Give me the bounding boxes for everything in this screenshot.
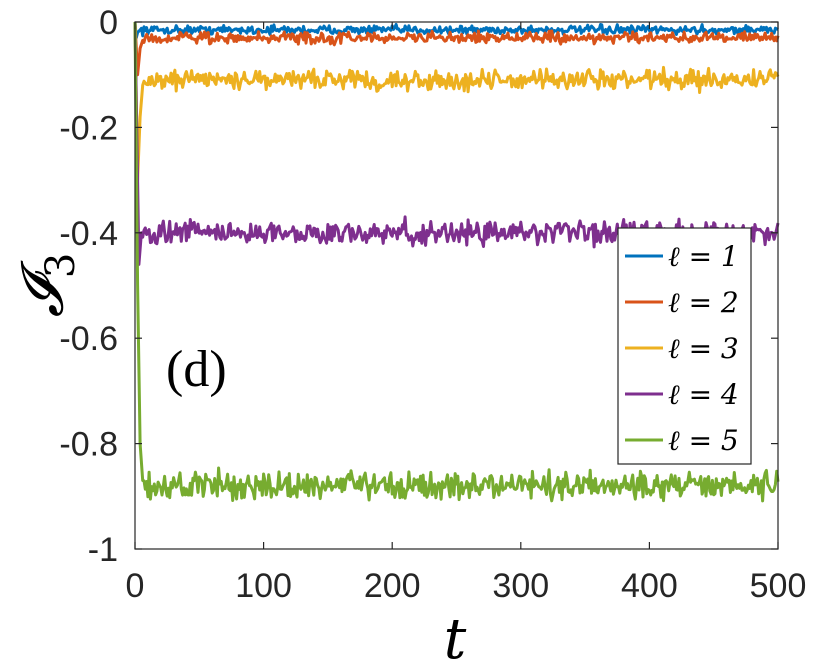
legend-box <box>617 227 752 465</box>
x-axis-label: t <box>444 607 467 664</box>
axes-box <box>134 21 779 550</box>
legend: ℓ = 1 ℓ = 2 ℓ = 3 ℓ = 4 ℓ = 5 <box>617 227 752 465</box>
panel-label: (d) <box>166 341 227 398</box>
x-tick-label: 500 <box>750 567 807 605</box>
x-tick-label: 0 <box>126 567 145 605</box>
svg-text:𝓘3: 𝓘3 <box>8 253 84 318</box>
y-tick-label: -1 <box>88 531 118 569</box>
axes <box>134 21 779 550</box>
series-line-1 <box>133 21 779 40</box>
series-line-5 <box>133 21 780 503</box>
y-tick-label: -0.2 <box>59 109 118 147</box>
y-tick-label: -0.6 <box>59 320 118 358</box>
y-tick-label: 0 <box>99 4 118 42</box>
series-line-2 <box>133 21 780 77</box>
legend-label-5: ℓ = 5 <box>668 424 739 457</box>
y-tick-label: -0.8 <box>59 426 118 464</box>
y-tick-label: -0.4 <box>59 215 118 253</box>
y-axis-label-group: 𝓘3 <box>8 253 84 318</box>
legend-label-4: ℓ = 4 <box>668 378 739 411</box>
legend-label-3: ℓ = 3 <box>668 332 739 365</box>
legend-label-1: ℓ = 1 <box>668 240 739 273</box>
series-layer <box>133 21 780 503</box>
legend-label-2: ℓ = 2 <box>668 286 739 319</box>
series-line-3 <box>133 21 780 182</box>
y-axis-label-subscript: 3 <box>38 253 84 278</box>
x-tick-label: 200 <box>364 567 421 605</box>
x-tick-label: 100 <box>235 567 292 605</box>
x-tick-label: 400 <box>621 567 678 605</box>
x-tick-label: 300 <box>492 567 549 605</box>
tick-labels: 0 100 200 300 400 500 0 -0.2 -0.4 -0.6 -0.8 -1 <box>59 4 806 605</box>
